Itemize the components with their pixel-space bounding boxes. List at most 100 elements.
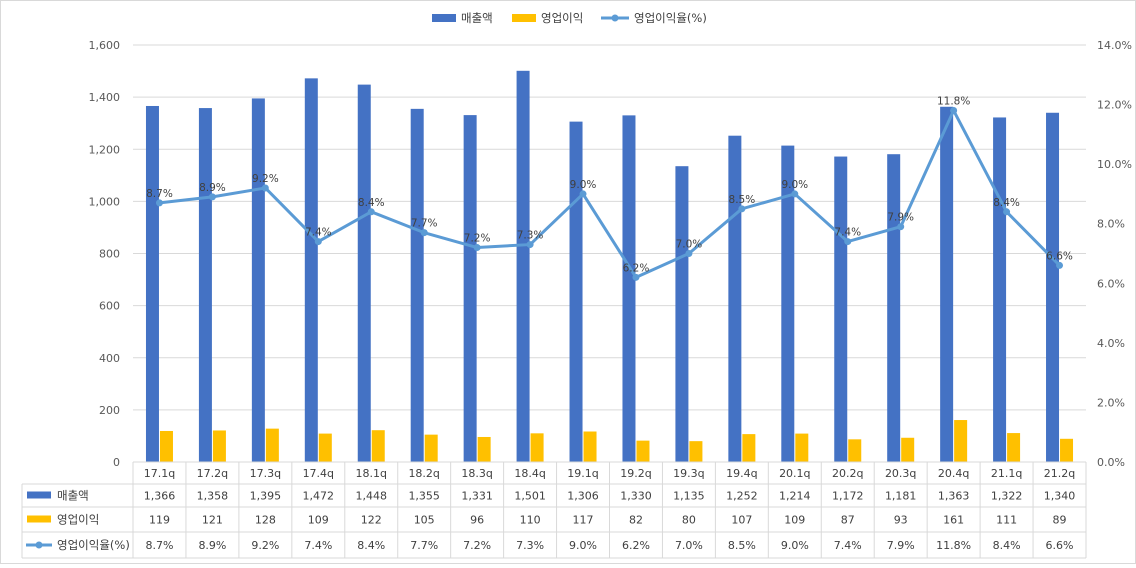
legend-label: 영업이익 <box>541 11 583 25</box>
table-cell: 1,252 <box>726 490 758 503</box>
x-tick-label: 18.1q <box>356 467 387 480</box>
legend-key <box>432 14 456 22</box>
line-margin <box>159 109 1061 279</box>
table-cell: 7.3% <box>516 539 544 552</box>
bar-operating-profit <box>424 434 438 462</box>
table-cell: 1,395 <box>250 490 282 503</box>
bar-revenue <box>622 115 636 463</box>
line-point <box>1056 261 1064 269</box>
table-legend-key-marker <box>35 541 43 549</box>
line-series: 8.7% 8.9% 9.2% 7.4% 8.4% 7.7% 7.2% 7.3% 9.0% 6.2%… <box>146 96 1073 281</box>
bar-revenue <box>410 108 424 463</box>
bar-operating-profit <box>318 433 332 462</box>
table-cell: 8.7% <box>145 539 173 552</box>
table-cell: 1,340 <box>1044 490 1076 503</box>
bar-operating-profit <box>954 420 968 462</box>
table-cell: 109 <box>784 514 805 527</box>
bar-operating-profit <box>583 431 597 462</box>
y-left-tick-label: 1,600 <box>89 39 121 52</box>
bar-revenue <box>887 154 901 462</box>
line-data-label: 7.4% <box>834 227 861 239</box>
y-left-tick-label: 800 <box>99 248 120 261</box>
y-right-tick-label: 6.0% <box>1097 277 1125 290</box>
y-left-tick-label: 0 <box>113 456 120 469</box>
bar-revenue <box>198 108 212 462</box>
x-tick-label: 17.1q <box>144 467 175 480</box>
table-cell: 7.9% <box>887 539 915 552</box>
table-cell: 122 <box>361 514 382 527</box>
bar-revenue <box>463 115 477 462</box>
table-cell: 7.0% <box>675 539 703 552</box>
table-cell: 109 <box>308 514 329 527</box>
table-cell: 7.7% <box>410 539 438 552</box>
line-data-label: 6.6% <box>1046 250 1073 262</box>
bar-operating-profit <box>795 433 809 462</box>
table-cell: 8.5% <box>728 539 756 552</box>
x-tick-label: 18.4q <box>514 467 545 480</box>
line-data-label: 7.3% <box>517 230 544 242</box>
line-point <box>579 190 587 198</box>
line-data-label: 8.7% <box>146 188 173 200</box>
y-right-tick-label: 2.0% <box>1097 396 1125 409</box>
table-cell: 1,472 <box>303 490 335 503</box>
legend: 매출액 영업이익 영업이익율(%) <box>432 11 707 25</box>
line-point <box>950 107 958 115</box>
line-point <box>685 250 693 257</box>
x-tick-label: 19.1q <box>567 467 598 480</box>
table-cell: 1,363 <box>938 490 970 503</box>
table-cell: 8.4% <box>357 539 385 552</box>
x-tick-label: 20.4q <box>938 467 969 480</box>
table-cell: 1,355 <box>408 490 440 503</box>
table-cell: 8.4% <box>993 539 1021 552</box>
table-cell: 121 <box>202 514 223 527</box>
y-right-tick-label: 8.0% <box>1097 218 1125 231</box>
table-cell: 1,330 <box>620 490 652 503</box>
table-cell: 117 <box>573 514 594 527</box>
line-data-label: 7.9% <box>887 212 914 224</box>
y-right-tick-label: 10.0% <box>1097 158 1132 171</box>
bar-series <box>145 70 1074 463</box>
bar-operating-profit <box>371 430 385 462</box>
line-point <box>897 223 905 231</box>
line-data-label: 9.0% <box>781 179 808 191</box>
line-data-label: 9.2% <box>252 173 279 185</box>
table-cell: 82 <box>629 514 643 527</box>
line-point <box>632 273 640 281</box>
table-series-name: 영업이익율(%) <box>57 538 130 552</box>
table-cell: 110 <box>520 514 541 527</box>
y-right-tick-label: 14.0% <box>1097 39 1132 52</box>
table-cell: 7.4% <box>834 539 862 552</box>
data-table: 17.1q 17.2q 17.3q 17.4q 18.1q 18.2q 18.3q 18.4q… <box>21 461 1087 559</box>
x-tick-label: 21.2q <box>1044 467 1075 480</box>
bar-operating-profit <box>742 434 756 462</box>
legend-label: 영업이익율(%) <box>634 11 707 25</box>
line-data-label: 7.2% <box>464 233 491 245</box>
table-cell: 89 <box>1053 514 1067 527</box>
bar-revenue <box>728 135 742 462</box>
line-data-label: 6.2% <box>623 262 650 274</box>
table-cell: 8.9% <box>198 539 226 552</box>
line-point <box>844 238 852 246</box>
x-tick-label: 20.1q <box>779 467 810 480</box>
bar-revenue <box>569 121 583 462</box>
table-cell: 1,322 <box>991 490 1023 503</box>
line-point <box>791 190 799 198</box>
x-tick-label: 17.2q <box>197 467 228 480</box>
table-cell: 9.2% <box>251 539 279 552</box>
table-series-name: 영업이익 <box>57 513 99 527</box>
table-cell: 80 <box>682 514 696 527</box>
table-cell: 11.8% <box>936 539 971 552</box>
table-cell: 9.0% <box>781 539 809 552</box>
bar-operating-profit <box>901 437 915 462</box>
table-cell: 1,306 <box>567 490 599 503</box>
line-data-label: 8.5% <box>729 194 756 206</box>
bar-revenue <box>1046 112 1060 462</box>
legend-key-marker <box>611 14 619 22</box>
line-data-label: 8.4% <box>993 197 1020 209</box>
table-cell: 1,172 <box>832 490 864 503</box>
y-right-tick-label: 12.0% <box>1097 99 1132 112</box>
table-cell: 87 <box>841 514 855 527</box>
table-cell: 107 <box>731 514 752 527</box>
table-cell: 6.6% <box>1046 539 1074 552</box>
